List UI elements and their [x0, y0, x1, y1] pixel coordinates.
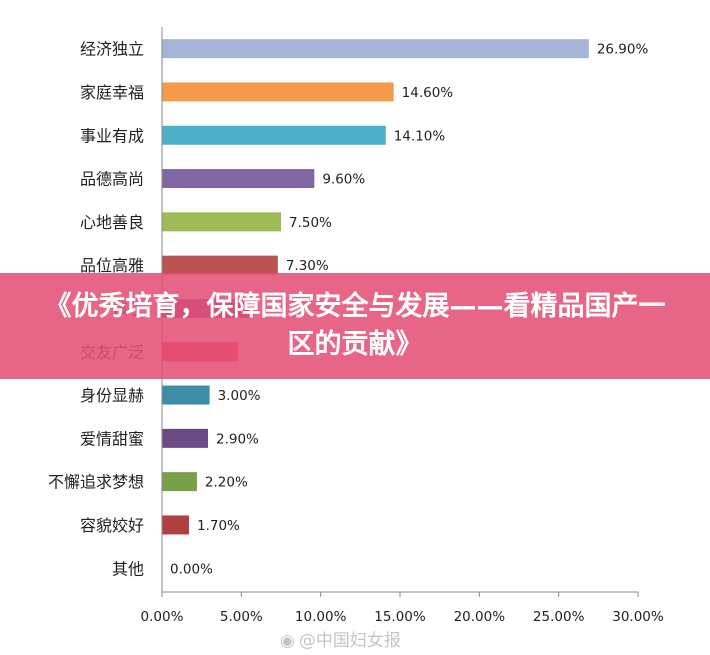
banner-text: 《优秀培育，保障国家安全与发展——看精品国产一区的贡献》: [44, 291, 666, 360]
bar: [162, 212, 281, 232]
value-label: 2.90%: [216, 431, 259, 447]
bar: [162, 515, 189, 535]
value-label: 14.10%: [394, 128, 446, 144]
category-label: 身份显赫: [80, 386, 144, 405]
category-label: 事业有成: [80, 126, 144, 145]
category-label: 爱情甜蜜: [80, 429, 144, 448]
value-label: 14.60%: [402, 85, 454, 101]
watermark: ◉ @中国妇女报: [280, 626, 401, 651]
bar: [162, 428, 209, 448]
x-ticks-group: 0.00% 5.00% 10.00% 15.00% 20.00% 25.00% 30.00%: [141, 592, 664, 625]
category-label: 心地善良: [80, 213, 144, 232]
x-tick-label: 25.00%: [533, 609, 585, 625]
value-label: 7.30%: [286, 258, 329, 274]
category-label: 容貌姣好: [80, 516, 144, 535]
value-labels-group: 26.90% 14.60% 14.10% 9.60% 7.50% 7.30% 3.00% 2.…: [170, 42, 648, 578]
bar: [162, 39, 589, 59]
x-tick-label: 20.00%: [454, 609, 506, 625]
value-label: 0.00%: [170, 561, 213, 577]
value-label: 3.00%: [218, 388, 261, 404]
category-label: 经济独立: [80, 40, 144, 59]
title-banner: 《优秀培育，保障国家安全与发展——看精品国产一区的贡献》: [0, 273, 710, 379]
watermark-text: @中国妇女报: [298, 631, 401, 651]
bar: [162, 82, 394, 102]
category-label: 不懈追求梦想: [48, 473, 144, 492]
category-label: 其他: [112, 559, 144, 578]
bar: [162, 385, 210, 405]
value-label: 26.90%: [597, 42, 649, 58]
category-label: 品德高尚: [80, 170, 144, 189]
x-tick-label: 10.00%: [295, 609, 347, 625]
x-tick-label: 5.00%: [220, 609, 263, 625]
value-label: 9.60%: [322, 172, 365, 188]
x-tick-label: 30.00%: [612, 609, 664, 625]
x-tick-label: 15.00%: [374, 609, 426, 625]
category-label: 品位高雅: [80, 256, 144, 275]
value-label: 1.70%: [197, 518, 240, 534]
bar: [162, 472, 197, 492]
bar: [162, 125, 386, 145]
category-label: 家庭幸福: [80, 83, 144, 102]
x-tick-label: 0.00%: [141, 609, 184, 625]
value-label: 2.20%: [205, 475, 248, 491]
value-label: 7.50%: [289, 215, 332, 231]
bar: [162, 255, 278, 275]
bar: [162, 169, 315, 189]
weibo-icon: ◉: [280, 631, 295, 651]
